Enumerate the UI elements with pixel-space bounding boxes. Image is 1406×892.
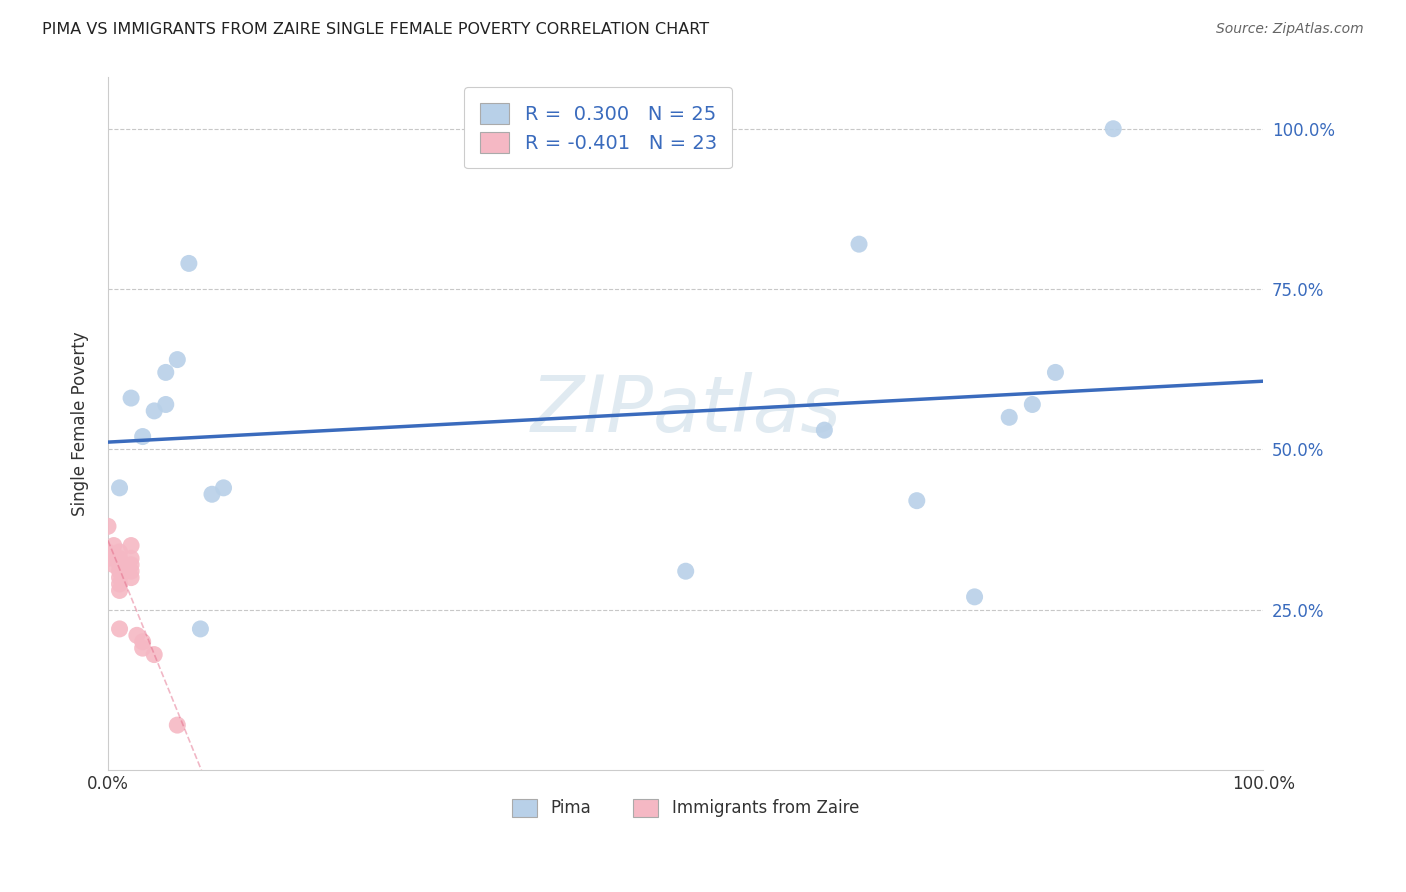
Point bbox=[963, 590, 986, 604]
Point bbox=[143, 648, 166, 662]
Point bbox=[155, 366, 177, 380]
Point bbox=[212, 481, 235, 495]
Point bbox=[1021, 397, 1043, 411]
Point bbox=[131, 634, 153, 648]
Point bbox=[125, 628, 148, 642]
Point bbox=[108, 622, 131, 636]
Point bbox=[998, 410, 1021, 425]
Point bbox=[131, 641, 153, 656]
Point bbox=[675, 564, 697, 578]
Point bbox=[120, 551, 142, 566]
Point bbox=[103, 539, 125, 553]
Point bbox=[108, 564, 131, 578]
Point bbox=[108, 577, 131, 591]
Point bbox=[166, 352, 188, 367]
Point bbox=[120, 558, 142, 572]
Point bbox=[190, 622, 212, 636]
Point bbox=[108, 551, 131, 566]
Y-axis label: Single Female Poverty: Single Female Poverty bbox=[72, 332, 89, 516]
Point bbox=[120, 564, 142, 578]
Point bbox=[108, 545, 131, 559]
Point bbox=[177, 256, 200, 270]
Point bbox=[131, 429, 153, 443]
Point bbox=[120, 571, 142, 585]
Text: ZIPatlas: ZIPatlas bbox=[530, 372, 841, 448]
Point bbox=[848, 237, 870, 252]
Point bbox=[97, 545, 120, 559]
Point bbox=[108, 571, 131, 585]
Point bbox=[97, 519, 120, 533]
Point bbox=[201, 487, 224, 501]
Legend: Pima, Immigrants from Zaire: Pima, Immigrants from Zaire bbox=[506, 792, 866, 824]
Text: PIMA VS IMMIGRANTS FROM ZAIRE SINGLE FEMALE POVERTY CORRELATION CHART: PIMA VS IMMIGRANTS FROM ZAIRE SINGLE FEM… bbox=[42, 22, 709, 37]
Point bbox=[1045, 366, 1067, 380]
Point bbox=[120, 391, 142, 405]
Point bbox=[108, 583, 131, 598]
Point bbox=[143, 404, 166, 418]
Point bbox=[155, 397, 177, 411]
Point bbox=[108, 558, 131, 572]
Point bbox=[108, 481, 131, 495]
Point bbox=[813, 423, 835, 437]
Point bbox=[120, 539, 142, 553]
Point bbox=[1102, 121, 1125, 136]
Text: Source: ZipAtlas.com: Source: ZipAtlas.com bbox=[1216, 22, 1364, 37]
Point bbox=[97, 551, 120, 566]
Point bbox=[905, 493, 928, 508]
Point bbox=[166, 718, 188, 732]
Point bbox=[103, 558, 125, 572]
